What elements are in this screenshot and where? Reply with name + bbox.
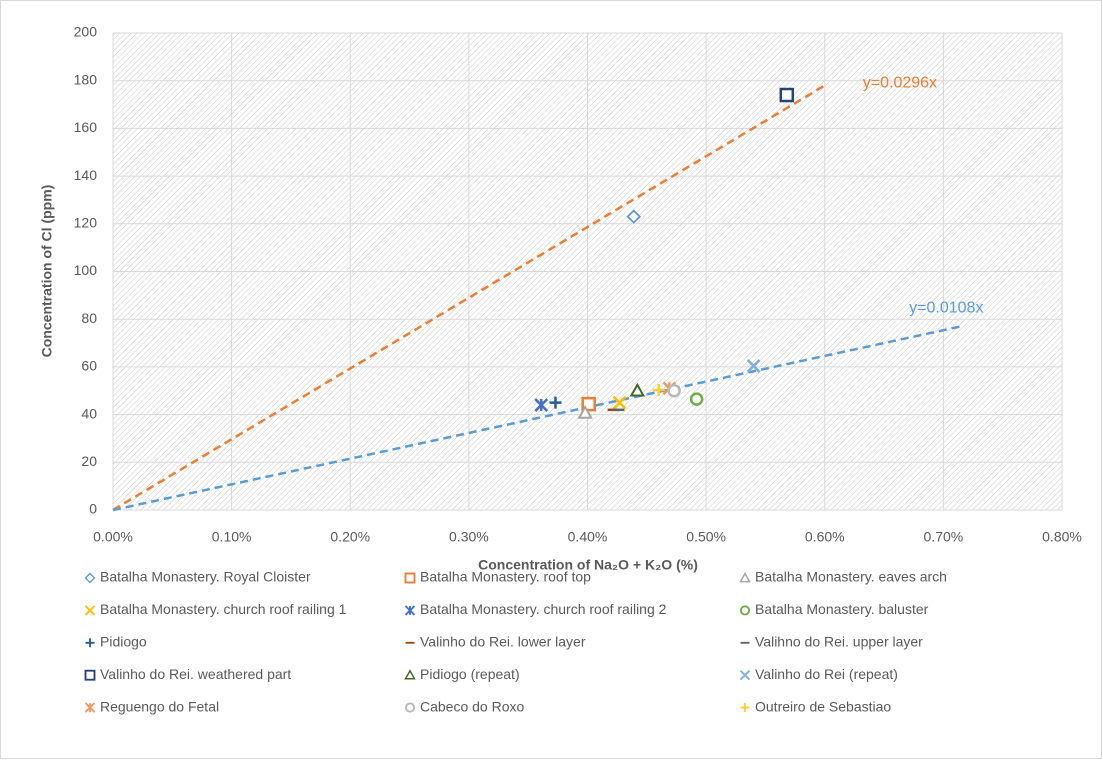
x-axis-title: Concentration of Na₂O + K₂O (%) (478, 557, 698, 573)
legend-entry: Reguengo do Fetal (84, 698, 219, 714)
legend-marker (85, 638, 95, 648)
legend-entry: Batalha Monastery. baluster (739, 601, 929, 617)
y-axis-title: Concentration of Cl (ppm) (39, 185, 55, 358)
point (629, 382, 646, 397)
legend-entry: Batalha Monastery. eaves arch (739, 569, 947, 585)
legend-entry: Cabeco do Roxo (404, 698, 525, 714)
point (626, 209, 642, 224)
legend-label: Valihno do Rei. upper layer (755, 634, 923, 650)
y-tick-label: 200 (74, 24, 98, 40)
trendline (112, 84, 826, 512)
x-tick-label: 0.10% (212, 529, 252, 545)
legend-marker (739, 605, 751, 616)
legend-label: Valinho do Rei. weathered part (100, 666, 291, 682)
legend-label: Valinho do Rei (repeat) (755, 666, 898, 682)
point (612, 395, 627, 410)
x-tick-label: 0.30% (449, 529, 489, 545)
legend-label: Cabeco do Roxo (420, 698, 525, 714)
point (667, 384, 681, 398)
legend-entry: Valinho do Rei. weathered part (84, 666, 291, 682)
legend-entry: Pidiogo (repeat) (404, 666, 520, 682)
legend-marker (739, 571, 751, 583)
y-tick-label: 100 (74, 262, 98, 278)
x-tick-label: 0.20% (330, 529, 370, 545)
legend-label: Batalha Monastery. church roof railing 1 (100, 601, 347, 617)
legend-entry: Valinho do Rei (repeat) (739, 666, 898, 682)
x-tick-label: 0.40% (568, 529, 608, 545)
legend-marker (740, 703, 750, 713)
legend-entry: Pidiogo (85, 634, 147, 650)
trendline (112, 325, 962, 512)
legend-label: Valinho do Rei. lower layer (420, 634, 586, 650)
legend-marker (404, 605, 416, 616)
y-tick-label: 60 (81, 358, 97, 374)
legend-entry: Batalha Monastery. Royal Cloister (84, 569, 311, 585)
legend-label: Batalha Monastery. Royal Cloister (100, 569, 311, 585)
point (549, 396, 562, 409)
legend-label: Batalha Monastery. eaves arch (755, 569, 947, 585)
y-tick-label: 40 (81, 405, 97, 421)
y-tick-label: 160 (74, 119, 98, 135)
trendline-label: y=0.0108x (909, 300, 983, 317)
legend-marker (739, 670, 751, 681)
legend-entry: Batalha Monastery. church roof railing 2 (404, 601, 667, 617)
legend-label: Reguengo do Fetal (100, 698, 219, 714)
x-tick-label: 0.60% (805, 529, 845, 545)
point (779, 87, 795, 103)
legend-label: Pidiogo (repeat) (420, 666, 520, 682)
y-tick-label: 120 (74, 215, 98, 231)
legend-entry: Valinho do Rei. lower layer (405, 634, 586, 650)
point (534, 398, 549, 412)
x-tick-label: 0.80% (1042, 529, 1082, 545)
trendline-label: y=0.0296x (863, 75, 937, 92)
legend-marker (404, 572, 416, 584)
y-tick-label: 140 (74, 167, 98, 183)
legend-marker (84, 702, 96, 713)
legend-label: Outreiro de Sebastiao (755, 698, 891, 714)
legend-entry: Batalha Monastery. roof top (404, 569, 591, 585)
legend-marker (84, 669, 96, 681)
legend-label: Batalha Monastery. roof top (420, 569, 591, 585)
legend-entry: Batalha Monastery. church roof railing 1 (84, 601, 347, 617)
point (689, 392, 704, 406)
point (652, 384, 665, 397)
x-tick-label: 0.70% (924, 529, 964, 545)
legend-label: Batalha Monastery. church roof railing 2 (420, 601, 667, 617)
legend-marker (404, 702, 416, 713)
point (746, 359, 761, 373)
x-tick-label: 0.50% (686, 529, 726, 545)
y-tick-label: 20 (81, 453, 97, 469)
y-tick-label: 0 (89, 501, 97, 517)
x-tick-label: 0.00% (93, 529, 133, 545)
y-tick-label: 80 (81, 310, 97, 326)
legend-marker (84, 605, 96, 616)
legend-marker (404, 669, 416, 680)
legend-entry: Valihno do Rei. upper layer (740, 634, 923, 650)
legend-entry: Outreiro de Sebastiao (740, 698, 891, 714)
legend-marker (84, 572, 96, 584)
y-tick-label: 180 (74, 71, 98, 87)
legend-label: Batalha Monastery. baluster (755, 601, 929, 617)
legend-label: Pidiogo (100, 634, 147, 650)
point (577, 404, 593, 419)
